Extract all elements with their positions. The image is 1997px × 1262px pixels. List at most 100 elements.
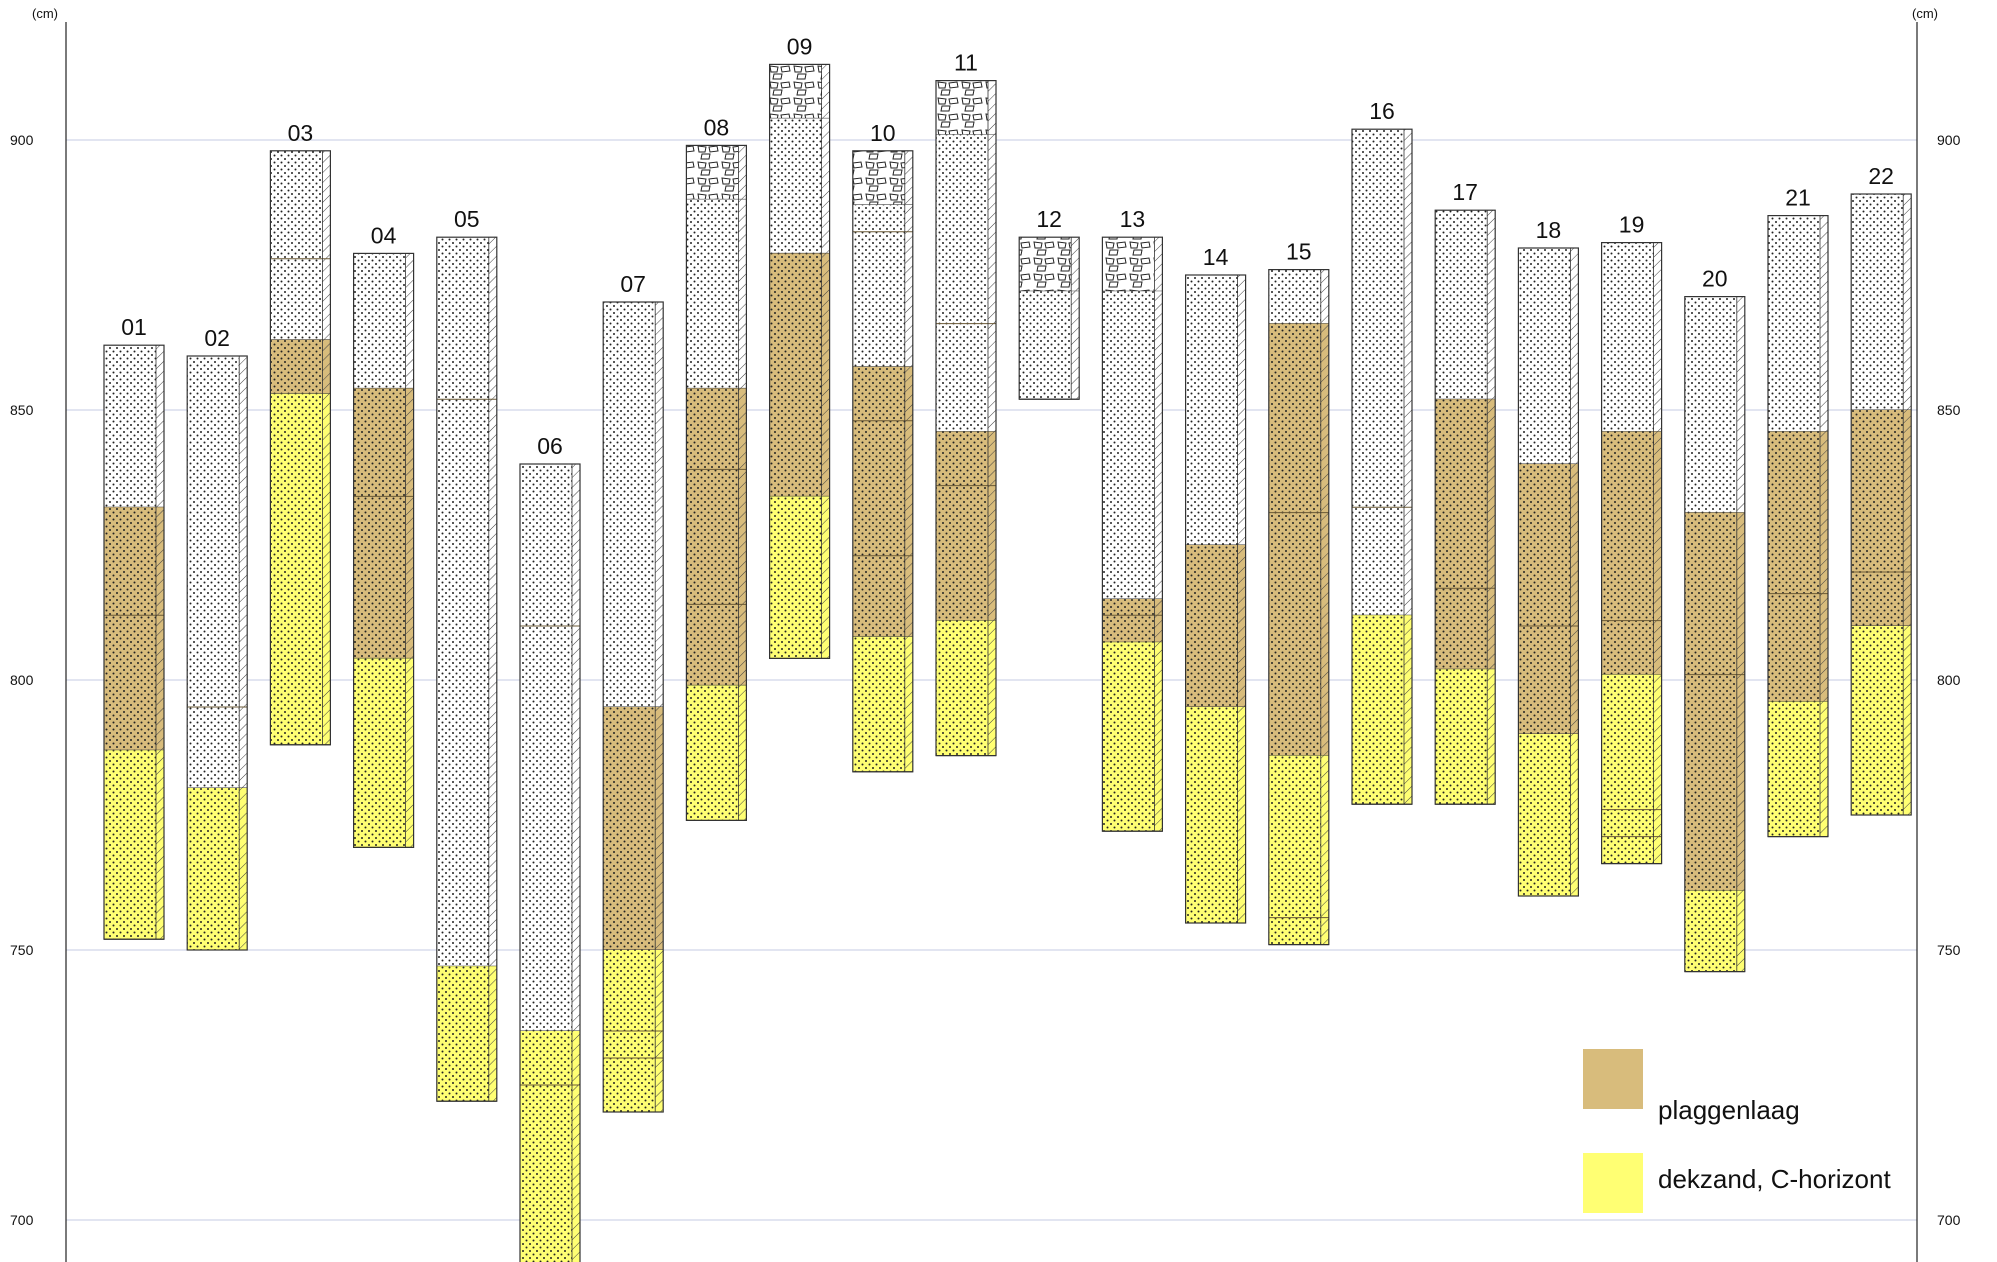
core-10-texture-dekzand — [852, 636, 905, 772]
core-12-outline — [1018, 236, 1080, 400]
core-15-strip-plaggenlaag — [1320, 323, 1329, 756]
core-20-texture-plaggenlaag — [1684, 512, 1737, 891]
core-18: 18 — [1517, 217, 1580, 897]
core-17-strip-top — [1487, 210, 1496, 400]
core-11-outline — [935, 79, 997, 757]
core-label-14: 14 — [1203, 244, 1229, 270]
core-11-strip-top — [988, 134, 996, 432]
core-14-texture-top — [1185, 275, 1238, 545]
core-14-strip-top — [1237, 275, 1246, 545]
left-unit-label: (cm) — [32, 6, 58, 21]
core-05-strip-dekzand — [488, 966, 497, 1102]
core-label-06: 06 — [537, 433, 563, 459]
core-20-strip-dekzand — [1736, 890, 1745, 972]
core-15-strip-dekzand — [1320, 755, 1329, 945]
core-13: 13 — [1101, 206, 1164, 832]
core-22: 22 — [1850, 163, 1912, 816]
core-07: 07 — [602, 271, 664, 1113]
core-22-strip-plaggenlaag — [1903, 410, 1912, 626]
core-label-22: 22 — [1868, 163, 1894, 189]
core-label-20: 20 — [1702, 266, 1728, 292]
core-08-texture-dekzand — [686, 685, 739, 821]
core-19-strip-plaggenlaag — [1653, 431, 1662, 675]
core-06-strip-top — [572, 464, 580, 1031]
core-22-texture-top — [1851, 194, 1904, 410]
core-18-strip-plaggenlaag — [1570, 464, 1579, 734]
core-10-texture-top — [852, 204, 905, 367]
core-10-strip-plaggenlaag — [904, 366, 913, 637]
core-10-strip-rubble — [904, 150, 913, 205]
core-17-strip-dekzand — [1487, 669, 1496, 805]
core-04-texture-plaggenlaag — [353, 388, 406, 659]
core-16-strip-dekzand — [1404, 615, 1412, 805]
core-label-09: 09 — [787, 33, 813, 59]
core-15: 15 — [1268, 239, 1330, 946]
core-19-strip-dekzand — [1653, 674, 1662, 864]
core-04-texture-top — [353, 253, 406, 389]
core-08-texture-plaggenlaag — [686, 388, 739, 686]
core-19: 19 — [1600, 212, 1663, 865]
core-15-outline — [1268, 269, 1330, 946]
core-09-outline — [768, 63, 831, 660]
core-19-texture-top — [1601, 242, 1654, 432]
core-10-strip-top — [904, 204, 913, 367]
core-label-19: 19 — [1619, 212, 1645, 238]
core-21-texture-top — [1768, 215, 1820, 432]
core-09-strip-dekzand — [821, 496, 830, 659]
core-label-02: 02 — [204, 325, 230, 351]
core-01-strip-dekzand — [156, 750, 164, 940]
core-09: 09 — [768, 33, 831, 660]
core-12-strip-top — [1071, 291, 1080, 400]
core-17: 17 — [1434, 179, 1496, 805]
core-04: 04 — [353, 222, 415, 848]
core-label-08: 08 — [704, 114, 730, 140]
core-16-texture-top — [1352, 129, 1404, 616]
core-21-strip-plaggenlaag — [1820, 431, 1828, 702]
core-01-texture-top — [104, 345, 156, 508]
core-18-texture-plaggenlaag — [1518, 464, 1571, 734]
core-08: 08 — [685, 114, 748, 821]
core-03-texture-dekzand — [270, 393, 323, 745]
core-03: 03 — [269, 120, 331, 746]
core-07-outline — [602, 301, 664, 1113]
core-04-strip-top — [405, 253, 414, 389]
core-label-05: 05 — [454, 206, 480, 232]
y-tick-right-900: 900 — [1937, 132, 1961, 148]
core-02: 02 — [186, 325, 248, 951]
core-15-texture-top — [1268, 269, 1321, 324]
core-label-03: 03 — [288, 120, 314, 146]
core-03-strip-top — [322, 150, 331, 340]
core-08-strip-dekzand — [738, 685, 747, 821]
core-06-texture-top — [520, 464, 572, 1031]
core-19-outline — [1600, 242, 1663, 865]
core-12-texture-rubble — [1019, 237, 1072, 292]
core-16: 16 — [1351, 98, 1413, 805]
core-21-outline — [1767, 215, 1829, 838]
core-20-strip-top — [1736, 296, 1745, 513]
core-08-outline — [685, 144, 748, 821]
core-20-outline — [1684, 296, 1746, 973]
core-01-texture-dekzand — [104, 750, 156, 940]
core-15-texture-dekzand — [1268, 755, 1321, 945]
core-16-strip-top — [1404, 129, 1412, 616]
core-06: 06 — [519, 433, 581, 1262]
core-18-strip-top — [1570, 248, 1579, 464]
core-21-strip-dekzand — [1820, 701, 1828, 837]
core-09-strip-rubble — [821, 64, 830, 119]
core-13-strip-dekzand — [1154, 642, 1163, 832]
y-tick-left-800: 800 — [10, 672, 34, 688]
core-09-strip-top — [821, 118, 830, 254]
core-05-outline — [436, 236, 498, 1102]
legend: plaggenlaag dekzand, C-horizont — [1583, 1049, 1891, 1213]
core-14-texture-plaggenlaag — [1185, 545, 1238, 707]
core-18-strip-dekzand — [1570, 734, 1579, 896]
legend-swatch-dekzand — [1583, 1153, 1643, 1213]
core-16-outline — [1351, 128, 1413, 805]
core-19-texture-plaggenlaag — [1601, 431, 1654, 675]
core-10-texture-plaggenlaag — [852, 366, 905, 637]
core-03-strip-plaggenlaag — [322, 339, 331, 394]
core-17-strip-plaggenlaag — [1487, 399, 1496, 670]
core-label-21: 21 — [1785, 185, 1811, 211]
core-19-texture-dekzand — [1601, 674, 1654, 864]
